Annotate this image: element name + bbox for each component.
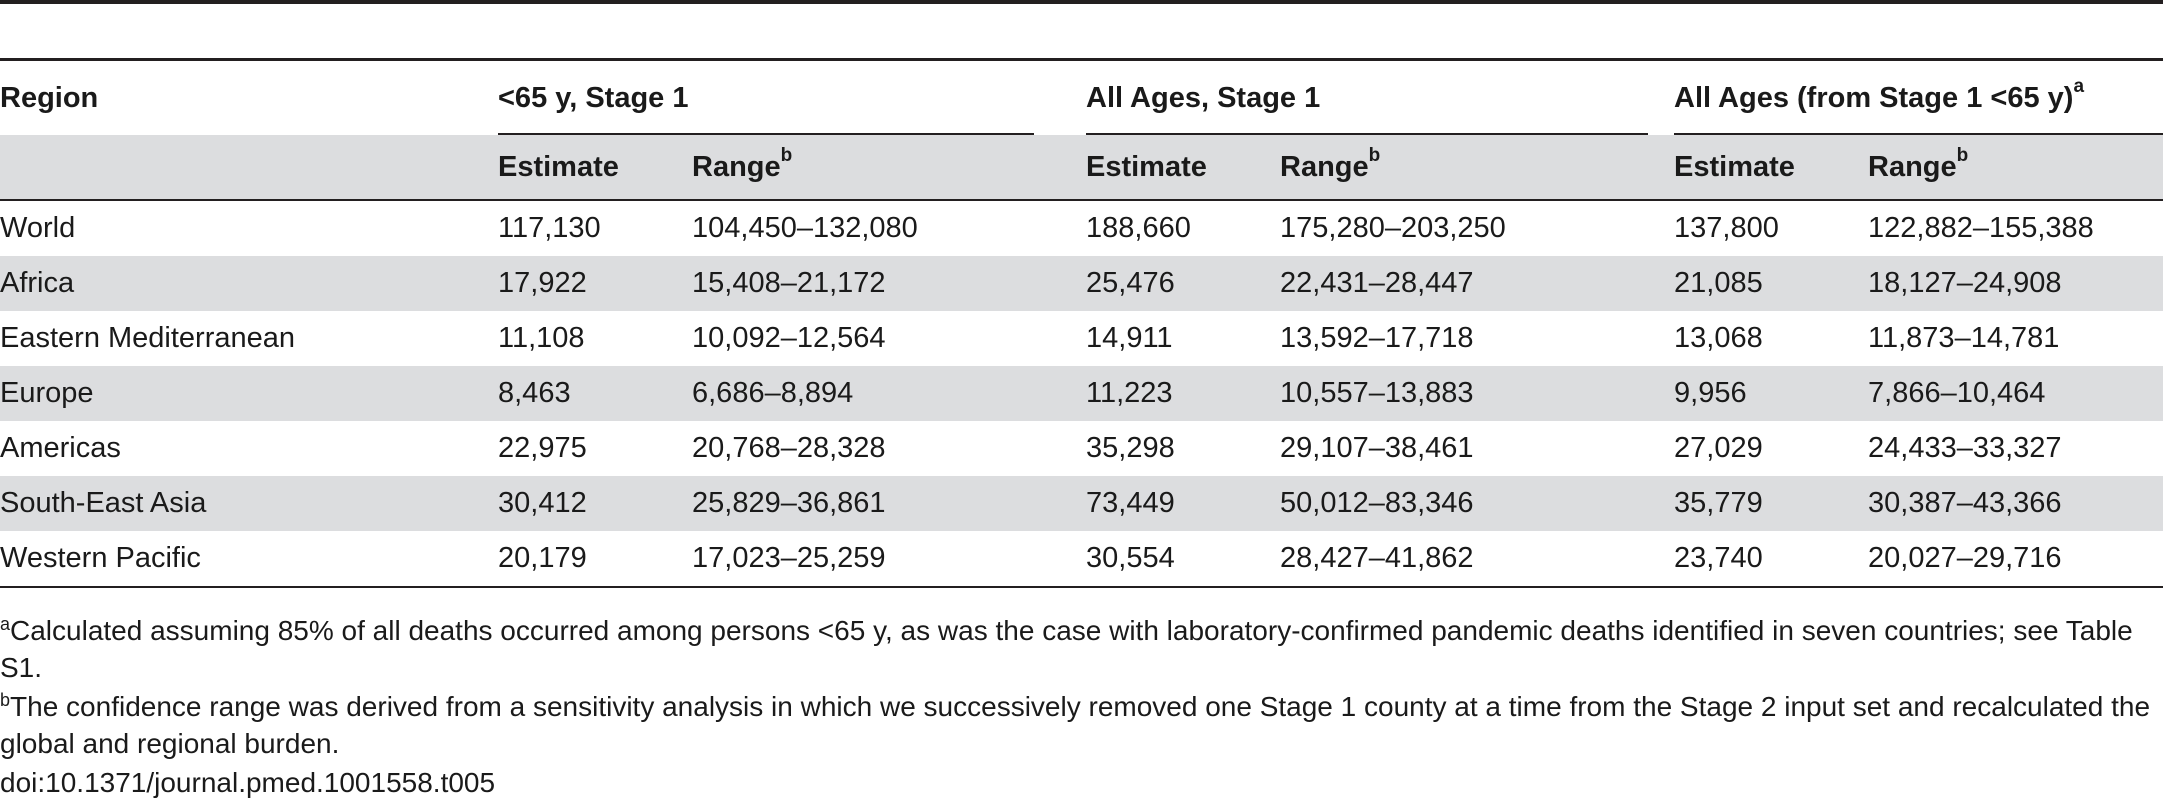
group-header-all-ages: All Ages, Stage 1	[1086, 58, 1649, 135]
column-header-region: Region	[0, 58, 498, 135]
estimate-cell: 30,412	[498, 476, 692, 531]
range-cell: 17,023–25,259	[692, 531, 1060, 588]
range-cell: 104,450–132,080	[692, 212, 918, 244]
table-row: South-East Asia 30,412 25,829–36,861 73,…	[0, 476, 2163, 531]
top-border	[0, 0, 2163, 4]
column-header-range: Rangeb	[1280, 135, 1649, 201]
region-cell: Western Pacific	[0, 531, 498, 588]
region-header-spacer	[0, 135, 498, 201]
range-cell: 25,829–36,861	[692, 476, 1060, 531]
group-header-label: All Ages, Stage 1	[1086, 81, 1321, 114]
footnote-b: bThe confidence range was derived from a…	[0, 688, 2160, 762]
table-row: Eastern Mediterranean 11,108 10,092–12,5…	[0, 311, 2163, 366]
table-row: Western Pacific 20,179 17,023–25,259 30,…	[0, 531, 2163, 588]
range-cell: 175,280–203,250	[1280, 212, 1506, 244]
footnote-mark: b	[0, 689, 11, 710]
region-cell: Europe	[0, 366, 498, 421]
mortality-table: Region <65 y, Stage 1 All Ages, Stage 1 …	[0, 58, 2163, 588]
footnote-text: Calculated assuming 85% of all deaths oc…	[0, 615, 2133, 683]
group-header-label: All Ages (from Stage 1 <65 y)	[1674, 81, 2074, 114]
region-cell: South-East Asia	[0, 476, 498, 531]
estimate-cell: 73,449	[1086, 476, 1280, 531]
range-cell: 50,012–83,346	[1280, 476, 1649, 531]
range-cell: 24,433–33,327	[1868, 432, 2062, 464]
table-row: Americas 22,975 20,768–28,328 35,298 29,…	[0, 421, 2163, 476]
estimate-cell: 25,476	[1086, 256, 1280, 311]
estimate-cell: 27,029	[1674, 432, 1763, 464]
table-row: Europe 8,463 6,686–8,894 11,223 10,557–1…	[0, 366, 2163, 421]
range-cell: 15,408–21,172	[692, 256, 1060, 311]
group-rule	[498, 133, 1034, 135]
estimate-cell: 11,223	[1086, 366, 1280, 421]
range-cell: 22,431–28,447	[1280, 256, 1649, 311]
range-cell: 30,387–43,366	[1868, 476, 2163, 531]
estimate-cell: 14,911	[1086, 322, 1173, 354]
footnote-a: aCalculated assuming 85% of all deaths o…	[0, 612, 2160, 686]
region-cell: Africa	[0, 256, 498, 311]
estimate-cell: 35,298	[1086, 432, 1175, 464]
gap-cell	[1060, 58, 1086, 135]
range-cell: 20,027–29,716	[1868, 531, 2163, 588]
gap-cell	[1648, 58, 1675, 135]
table-row: World 117,130 104,450–132,080 188,660 17…	[0, 200, 2163, 256]
range-cell: 18,127–24,908	[1868, 256, 2163, 311]
region-cell: World	[0, 212, 76, 244]
estimate-cell: 17,922	[498, 256, 692, 311]
range-cell: 7,866–10,464	[1868, 366, 2163, 421]
range-cell: 122,882–155,388	[1868, 212, 2094, 244]
estimate-cell: 13,068	[1674, 322, 1763, 354]
footnote-mark-a: a	[2073, 75, 2085, 97]
estimate-cell: 21,085	[1674, 256, 1869, 311]
group-header-under65: <65 y, Stage 1	[498, 58, 1060, 135]
doi-text: doi:10.1371/journal.pmed.1001558.t005	[0, 767, 496, 798]
table-row: Africa 17,922 15,408–21,172 25,476 22,43…	[0, 256, 2163, 311]
group-header-label: <65 y, Stage 1	[498, 81, 689, 114]
region-cell: Eastern Mediterranean	[0, 322, 295, 354]
range-cell: 6,686–8,894	[692, 366, 1060, 421]
footnote-mark: a	[0, 613, 11, 634]
range-cell: 13,592–17,718	[1280, 322, 1474, 354]
region-cell: Americas	[0, 432, 121, 464]
group-rule	[1086, 133, 1649, 135]
range-cell: 11,873–14,781	[1868, 322, 2060, 354]
group-header-all-ages-derived: All Ages (from Stage 1 <65 y)a	[1674, 58, 2163, 135]
range-cell: 29,107–38,461	[1280, 432, 1474, 464]
estimate-cell: 11,108	[498, 322, 585, 354]
column-header-estimate: Estimate	[1086, 135, 1280, 201]
estimate-cell: 117,130	[498, 212, 601, 244]
estimate-cell: 188,660	[1086, 212, 1191, 244]
column-header-range: Rangeb	[1868, 135, 2163, 201]
estimate-cell: 30,554	[1086, 531, 1280, 588]
column-header-range: Rangeb	[692, 135, 1060, 201]
column-header-estimate: Estimate	[498, 135, 692, 201]
column-header-estimate: Estimate	[1674, 135, 1869, 201]
estimate-cell: 23,740	[1674, 531, 1869, 588]
range-cell: 20,768–28,328	[692, 432, 886, 464]
estimate-cell: 137,800	[1674, 212, 1779, 244]
range-cell: 28,427–41,862	[1280, 531, 1649, 588]
table-container: Region <65 y, Stage 1 All Ages, Stage 1 …	[0, 58, 2163, 588]
estimate-cell: 22,975	[498, 432, 587, 464]
gap-cell	[1648, 135, 1675, 201]
estimate-cell: 20,179	[498, 531, 692, 588]
estimate-cell: 8,463	[498, 366, 692, 421]
gap-cell	[1060, 135, 1086, 201]
group-rule	[1674, 133, 2163, 135]
estimate-cell: 9,956	[1674, 366, 1869, 421]
footnote-text: The confidence range was derived from a …	[0, 691, 2151, 759]
range-cell: 10,557–13,883	[1280, 366, 1649, 421]
estimate-cell: 35,779	[1674, 476, 1869, 531]
table-footnotes: aCalculated assuming 85% of all deaths o…	[0, 612, 2160, 803]
range-cell: 10,092–12,564	[692, 322, 886, 354]
